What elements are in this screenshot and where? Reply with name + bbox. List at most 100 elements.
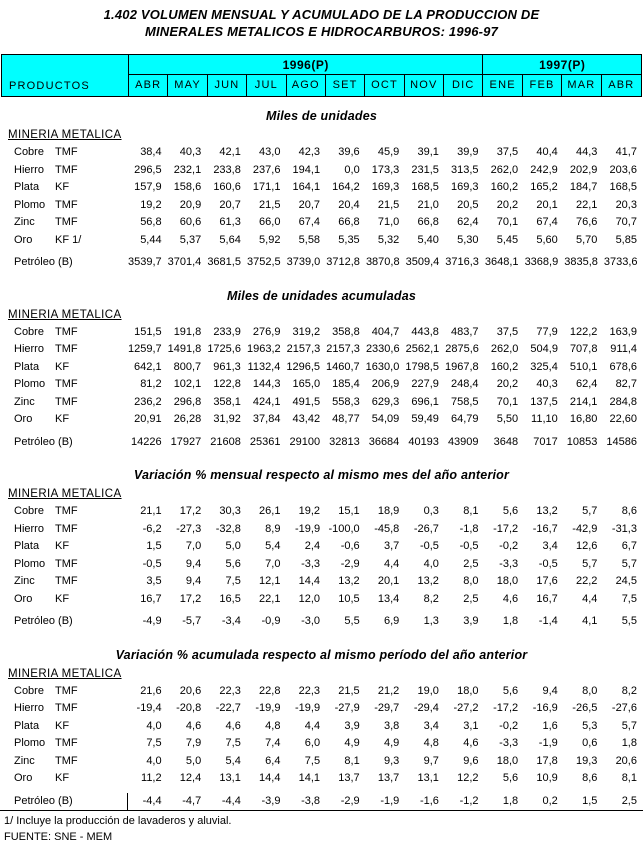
product-name: Plomo — [14, 197, 55, 215]
value-cell: 3739,0 — [287, 254, 327, 272]
value-cell: 40193 — [405, 434, 445, 452]
product-name: Plomo — [14, 735, 55, 753]
value-cell: 4,6 — [485, 591, 525, 609]
value-cell: 22,8 — [247, 683, 287, 701]
value-cell: 39,9 — [445, 144, 485, 162]
value-cell: -22,7 — [207, 700, 247, 718]
value-cell: 1,6 — [524, 718, 564, 736]
page-title-line-2: MINERALES METALICOS E HIDROCARBUROS: 199… — [0, 23, 643, 40]
value-cell: 358,8 — [326, 324, 366, 342]
value-cell: 29100 — [286, 434, 326, 452]
value-cell: 9,4 — [524, 683, 564, 701]
value-cell: 158,6 — [168, 179, 208, 197]
product-name: Petróleo (B) — [14, 434, 55, 452]
value-cell: 157,9 — [128, 179, 168, 197]
value-cell: 8,6 — [564, 770, 604, 788]
product-name: Cobre — [14, 683, 55, 701]
value-cell: 54,09 — [366, 411, 406, 429]
value-cell: 203,6 — [603, 162, 643, 180]
value-cell: 17,8 — [524, 753, 564, 771]
value-cell: 20,2 — [485, 376, 525, 394]
value-cell: 13,2 — [524, 503, 564, 521]
value-cell: 168,5 — [603, 179, 643, 197]
value-cell: 0,6 — [564, 735, 604, 753]
value-cell: 67,4 — [524, 214, 564, 232]
product-name: Hierro — [14, 521, 55, 539]
value-cell: 3733,6 — [604, 254, 643, 272]
value-cell: 4,8 — [405, 735, 445, 753]
product-name: Zinc — [14, 753, 55, 771]
value-cell: 26,1 — [247, 503, 287, 521]
value-cell: 2330,6 — [366, 341, 406, 359]
value-cell: 77,9 — [524, 324, 564, 342]
value-cell: 6,7 — [603, 538, 643, 556]
month-header-cell: JUL — [247, 75, 286, 96]
value-cell: 2157,3 — [287, 341, 327, 359]
value-cell: 4,1 — [564, 613, 604, 631]
value-cell: 7,0 — [168, 538, 208, 556]
value-cell: 163,9 — [603, 324, 643, 342]
value-cell: 7017 — [524, 434, 564, 452]
value-cell: 165,0 — [286, 376, 326, 394]
value-cell: 13,1 — [405, 770, 445, 788]
value-cell: 70,1 — [485, 394, 525, 412]
product-name: Oro — [14, 770, 55, 788]
value-cell: 20,6 — [168, 683, 208, 701]
month-header-cell: MAR — [562, 75, 601, 96]
value-cell: 227,9 — [405, 376, 445, 394]
value-cell: 4,0 — [128, 753, 168, 771]
value-cell: 3509,4 — [406, 254, 446, 272]
value-cell: 20,9 — [168, 197, 208, 215]
value-cell: 20,5 — [445, 197, 485, 215]
value-cell: 22,60 — [603, 411, 643, 429]
value-cell: 17,2 — [168, 503, 208, 521]
value-cell: 5,50 — [485, 411, 525, 429]
value-cell: 11,2 — [128, 770, 168, 788]
value-cell: 5,6 — [485, 503, 525, 521]
value-cell: 21,0 — [405, 197, 445, 215]
value-cell: 7,5 — [286, 753, 326, 771]
value-cell: -2,9 — [326, 793, 366, 811]
product-unit: TMF — [55, 700, 78, 718]
value-cell: 22,1 — [564, 197, 604, 215]
product-name: Plata — [14, 718, 55, 736]
value-cell: 3701,4 — [168, 254, 208, 272]
product-unit: TMF — [55, 376, 78, 394]
value-cell: 202,9 — [564, 162, 604, 180]
value-cell: 4,0 — [128, 718, 168, 736]
value-cell: 1,8 — [485, 613, 525, 631]
value-cell: 171,1 — [247, 179, 287, 197]
value-cell: -27,3 — [168, 521, 208, 539]
value-cell: 2,5 — [445, 556, 485, 574]
value-cell: 1967,8 — [445, 359, 485, 377]
product-name: Oro — [14, 411, 55, 429]
products-header-cell: PRODUCTOS — [2, 55, 129, 96]
value-cell: 8,1 — [603, 770, 643, 788]
value-cell: 4,9 — [366, 735, 406, 753]
value-cell: -4,4 — [207, 793, 247, 811]
value-cell: 642,1 — [128, 359, 168, 377]
value-cell: 800,7 — [168, 359, 208, 377]
value-cell: 21,2 — [366, 683, 406, 701]
value-cell: -6,2 — [128, 521, 168, 539]
value-cell: -45,8 — [366, 521, 406, 539]
value-cell: 6,4 — [247, 753, 287, 771]
product-name: Hierro — [14, 341, 55, 359]
value-cell: 5,4 — [247, 538, 287, 556]
value-cell: 0,0 — [326, 162, 366, 180]
product-unit: TMF — [55, 573, 78, 591]
value-cell: 7,5 — [207, 735, 247, 753]
value-cell: 233,8 — [207, 162, 247, 180]
value-cell: 424,1 — [247, 394, 287, 412]
value-cell: 81,2 — [128, 376, 168, 394]
